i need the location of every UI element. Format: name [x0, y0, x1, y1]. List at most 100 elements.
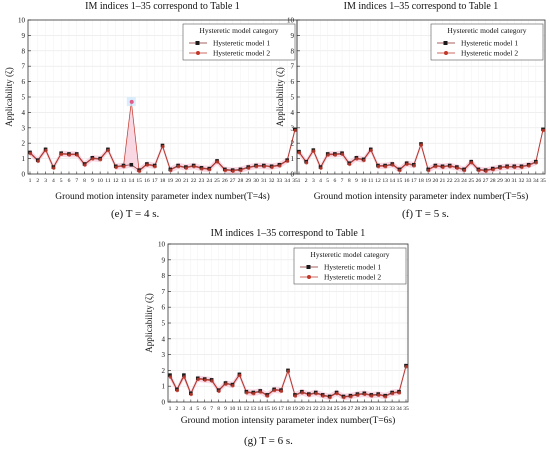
x-tick-label: 27: [230, 178, 236, 184]
x-tick-label: 20: [299, 406, 305, 412]
data-point-model-2: [246, 166, 251, 170]
legend-marker-square: [306, 265, 311, 269]
x-tick-label: 33: [389, 406, 395, 412]
x-tick-label: 9: [224, 406, 227, 412]
x-tick-label: 11: [368, 178, 374, 184]
x-tick-label: 14: [257, 406, 263, 412]
x-tick-label: 11: [105, 178, 111, 184]
legend-marker-circle: [444, 51, 448, 55]
data-point-model-2: [176, 164, 181, 169]
x-tick-label: 29: [497, 178, 503, 184]
x-tick-label: 8: [217, 406, 220, 412]
y-tick-label: 3: [291, 124, 295, 132]
y-tick-label: 8: [291, 47, 295, 55]
x-tick-label: 13: [121, 178, 127, 184]
data-point-model-2: [286, 369, 291, 374]
chart-svg: IM indices 1–35 correspond to Table 1012…: [275, 1, 546, 202]
data-point-model-2: [189, 392, 193, 397]
x-tick-label: 10: [230, 406, 236, 412]
data-point-model-2: [541, 128, 546, 133]
data-point-model-2: [258, 390, 263, 394]
x-tick-label: 34: [396, 406, 402, 412]
data-point-model-2: [321, 394, 325, 398]
y-axis-label: Applicability (ζ): [275, 67, 285, 126]
data-point-model-2: [279, 389, 284, 393]
x-tick-label: 12: [375, 178, 381, 184]
legend-marker-square: [195, 41, 200, 45]
y-tick-label: 9: [291, 32, 295, 40]
data-point-model-2: [168, 168, 173, 173]
x-tick-label: 22: [191, 178, 197, 184]
x-tick-label: 11: [237, 406, 243, 412]
x-tick-label: 25: [214, 178, 220, 184]
data-point-model-2: [300, 391, 304, 395]
x-tick-label: 9: [355, 178, 358, 184]
data-point-model-2: [67, 153, 72, 157]
x-tick-label: 23: [454, 178, 460, 184]
data-point-model-2: [340, 152, 345, 156]
x-tick-label: 18: [418, 178, 424, 184]
x-tick-label: 33: [526, 178, 532, 184]
y-tick-label: 10: [287, 17, 295, 25]
x-tick-label: 2: [305, 178, 308, 184]
data-point-model-2: [251, 391, 256, 396]
x-tick-label: 18: [285, 406, 291, 412]
data-point-model-2: [342, 395, 346, 400]
x-tick-label: 7: [75, 178, 78, 184]
y-axis-label: Applicability (ζ): [144, 293, 154, 352]
x-tick-label: 21: [440, 178, 446, 184]
data-point-model-2: [293, 128, 298, 133]
data-point-model-2: [390, 163, 395, 167]
data-point-model-2: [469, 161, 474, 165]
x-tick-label: 6: [203, 406, 206, 412]
data-point-model-2: [145, 163, 150, 167]
x-tick-label: 32: [382, 406, 388, 412]
y-tick-label: 7: [291, 63, 295, 71]
x-tick-label: 6: [68, 178, 71, 184]
x-tick-label: 2: [36, 178, 39, 184]
data-point-model-2: [484, 169, 488, 173]
data-point-model-2: [326, 153, 330, 157]
figure-caption: (f) T = 5 s.: [402, 208, 450, 220]
data-point-model-2: [114, 165, 118, 170]
y-tick-label: 4: [291, 109, 295, 117]
data-point-model-2: [278, 164, 282, 168]
x-tick-label: 14: [129, 178, 135, 184]
data-point-model-2: [419, 143, 424, 147]
x-tick-label: 31: [261, 178, 267, 184]
data-point-model-2: [307, 393, 311, 397]
data-point-model-2: [512, 165, 517, 170]
data-point-model-2: [527, 164, 531, 168]
chart-title: IM indices 1–35 correspond to Table 1: [85, 1, 240, 12]
data-point-model-1: [182, 373, 186, 377]
data-point-model-2: [285, 159, 290, 163]
data-point-model-2: [397, 391, 402, 395]
data-point-model-2: [434, 164, 438, 169]
x-tick-label: 7: [341, 178, 344, 184]
x-tick-label: 35: [540, 178, 546, 184]
x-tick-label: 19: [292, 406, 298, 412]
data-point-model-2: [239, 168, 243, 173]
figure-caption: (e) T = 4 s.: [111, 208, 160, 220]
x-tick-label: 1: [29, 178, 32, 184]
x-tick-label: 19: [167, 178, 173, 184]
x-tick-label: 27: [348, 406, 354, 412]
y-tick-label: 4: [162, 335, 166, 343]
data-point-model-2: [129, 99, 134, 104]
confidence-band: [299, 126, 543, 174]
legend-marker-square: [443, 41, 448, 45]
x-tick-label: 20: [175, 178, 181, 184]
y-tick-label: 2: [291, 140, 295, 148]
data-point-model-2: [192, 164, 196, 169]
x-tick-label: 3: [312, 178, 315, 184]
data-point-model-2: [534, 161, 538, 165]
data-point-model-2: [455, 166, 459, 170]
data-point-model-2: [376, 164, 381, 169]
x-tick-label: 3: [182, 406, 185, 412]
x-tick-label: 23: [320, 406, 326, 412]
x-tick-label: 19: [425, 178, 431, 184]
x-tick-label: 16: [144, 178, 150, 184]
x-tick-label: 24: [206, 178, 212, 184]
